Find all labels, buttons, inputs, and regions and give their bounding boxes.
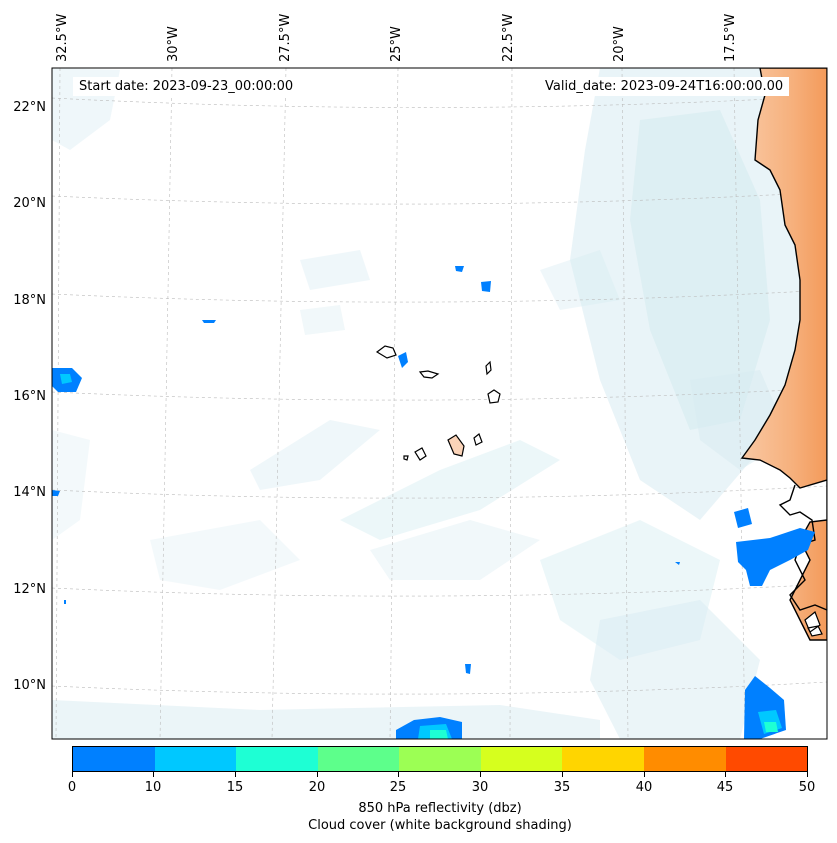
colorbar-sublabel: Cloud cover (white background shading)	[308, 818, 572, 833]
colorbar-segment	[725, 747, 808, 771]
colorbar-label: 850 hPa reflectivity (dbz)	[358, 801, 522, 816]
colorbar-tick-label: 45	[716, 780, 734, 795]
reflectivity-colorbar	[72, 746, 808, 772]
coastline-islands-south	[804, 611, 823, 637]
colorbar-tick-label: 50	[798, 780, 816, 795]
colorbar-tick-label: 30	[471, 780, 489, 795]
lon-label: 32.5°W	[55, 14, 70, 62]
valid-date-label: Valid_date: 2023-09-24T16:00:00.00	[539, 77, 790, 96]
plot-frame	[51, 67, 828, 740]
lon-label: 20°W	[612, 26, 627, 62]
lat-label: 20°N	[13, 196, 46, 211]
colorbar-segment	[317, 747, 400, 771]
lon-label: 27.5°W	[278, 14, 293, 62]
reflectivity-cells	[52, 266, 815, 739]
colorbar-tick-label: 15	[226, 780, 244, 795]
cloud-cover-shading	[52, 68, 805, 739]
lat-label: 22°N	[13, 100, 46, 115]
lon-label: 17.5°W	[723, 14, 738, 62]
colorbar-tick-label: 35	[553, 780, 571, 795]
colorbar-tick-label: 40	[635, 780, 653, 795]
colorbar-tick-label: 25	[389, 780, 407, 795]
cape-verde-islands	[375, 345, 501, 461]
colorbar-segment	[562, 747, 644, 771]
colorbar-segment	[480, 747, 563, 771]
lat-label: 10°N	[13, 678, 46, 693]
longitude-labels: 32.5°W 30°W 27.5°W 25°W 22.5°W 20°W 17.5…	[55, 14, 738, 62]
lon-label: 30°W	[166, 26, 181, 62]
colorbar-segment	[236, 747, 318, 771]
latitude-labels: 22°N 20°N 18°N 16°N 14°N 12°N 10°N	[13, 100, 46, 693]
lat-label: 16°N	[13, 389, 46, 404]
lat-label: 14°N	[13, 485, 46, 500]
colorbar-tick-label: 0	[67, 780, 77, 795]
lon-label: 22.5°W	[501, 14, 516, 62]
start-date-label: Start date: 2023-09-23_00:00:00	[73, 77, 300, 96]
colorbar-segment	[643, 747, 726, 771]
lat-label: 12°N	[13, 582, 46, 597]
colorbar-segment	[399, 747, 481, 771]
colorbar-segment	[73, 747, 155, 771]
africa-landmass	[740, 68, 827, 641]
colorbar-tick-label: 20	[308, 780, 326, 795]
colorbar-tick-label: 10	[144, 780, 162, 795]
map-gridlines	[52, 68, 827, 739]
lat-label: 18°N	[13, 293, 46, 308]
lon-label: 25°W	[389, 26, 404, 62]
colorbar-segment	[154, 747, 237, 771]
